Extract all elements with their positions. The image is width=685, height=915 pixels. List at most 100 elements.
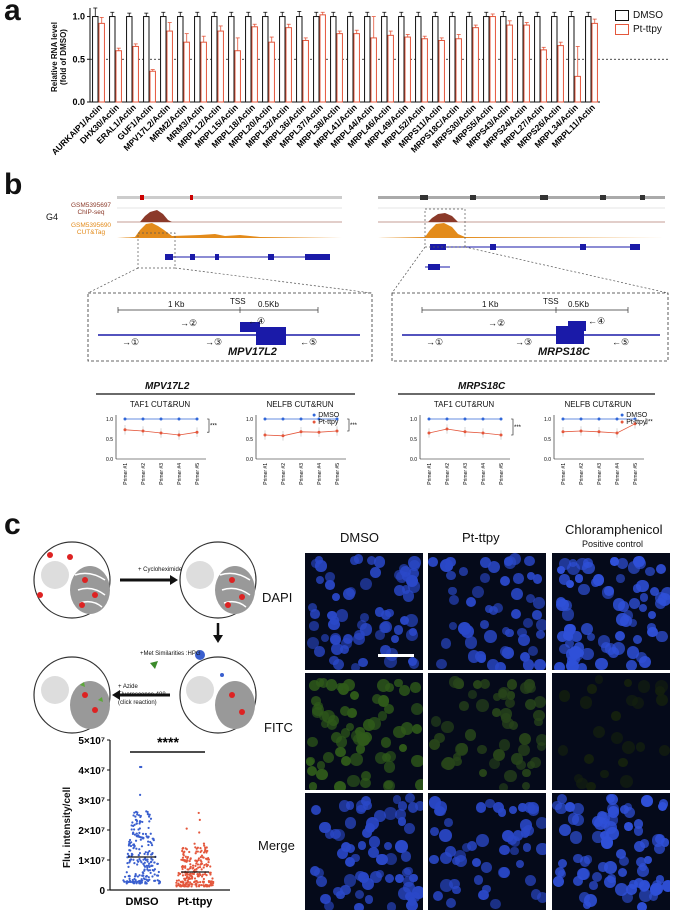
cell-nucleus [526,761,535,770]
significance-bracket [645,418,648,425]
bar-pt [489,16,496,103]
cell-nucleus [512,830,524,841]
cell-nucleus [411,754,423,768]
series-point [177,433,181,437]
cell-nucleus [471,585,484,598]
line-chart-1: TAF1 CUT&RUN 0.0 0.5 1.0 Primer #1 Primer #2… [88,400,218,495]
scatter-point [145,835,148,838]
cell-nucleus [612,598,626,611]
scatter-point [177,882,180,885]
scatter-point [126,862,129,865]
bar-pt [217,30,224,103]
scatter-point [191,864,195,867]
scatter-point [196,873,199,876]
cell-nucleus [380,645,391,656]
cell-nucleus [565,580,574,589]
series-point [427,417,431,421]
cell-nucleus [592,574,604,586]
series-point [159,431,163,435]
y-tick-label: 0.0 [544,457,551,463]
scatter-point [181,849,184,853]
scatter-point [132,814,135,817]
cell-nucleus [633,818,644,829]
scatter-point [209,865,212,868]
primer-label-4: ④ [257,316,266,326]
cell-1 [33,541,111,619]
y-tick-label: 0.5 [72,54,85,64]
legend-dmso: DMSO [318,412,340,419]
scatter-point [200,875,204,878]
cell-nucleus [586,781,596,790]
cell-nucleus [578,583,590,595]
scatter-point [179,883,182,886]
scatter-point [182,883,185,886]
cell-nucleus [513,573,524,584]
primer-label-3: ③ [524,337,533,347]
track2-id: GSM5395690 [70,222,112,229]
cell-nucleus [384,654,398,668]
cell-nucleus [393,569,405,581]
cell-nucleus [394,678,403,687]
scatter-point [123,875,127,878]
cell-nucleus [558,690,571,702]
panel-a-chart: 0.00.51.0AURKAIP1/ActinDHX30/ActinERAL1/… [49,7,670,157]
cell-nucleus [479,556,491,568]
bar-dmso [398,16,405,103]
bar-dmso [245,16,252,103]
cell-nucleus [430,826,440,836]
x-tick-label: Primer #2 [141,463,147,485]
scatter-point [199,847,202,850]
y-tick-label: 1.0 [106,417,113,423]
x-tick-label: Primer #4 [615,463,621,485]
cell-nucleus [479,768,488,777]
cell-nucleus [330,616,339,625]
cell-nucleus [398,817,407,826]
cell-nucleus [555,802,567,815]
cell-nucleus [403,881,415,894]
scatter-point [156,879,159,882]
scatter-point [194,882,198,885]
cell-nucleus [498,738,511,751]
scatter-point [184,865,187,868]
zoom-right [402,307,660,344]
scatter-point [200,860,203,863]
cell-nucleus [610,731,624,745]
cell-nucleus [363,719,376,732]
series-point [141,429,145,433]
scatter-point [190,877,194,880]
cell-nucleus [526,571,536,581]
bar-dmso [296,16,303,103]
cell-nucleus [645,566,655,577]
scatter-point [150,853,154,856]
cell-nucleus [520,651,531,663]
cell-nucleus [492,707,502,717]
series-point [281,417,285,421]
cell-nucleus [445,570,456,581]
series-point [499,433,503,437]
cell-nucleus [384,683,394,692]
track2-label: GSM5395690 CUT&Tag [66,222,116,236]
cell-nucleus [650,882,664,896]
bar-pt [523,24,530,103]
series-point [445,417,449,421]
scatter-point [191,867,194,870]
scatter-point [184,873,187,877]
left-primer-1: →① [122,337,140,347]
cell-nucleus [598,812,610,824]
cell-nucleus [504,769,517,783]
cell-nucleus [332,658,345,670]
step3-label: + Azide Fluorescence 488 (click reaction… [118,683,166,707]
cell-nucleus [559,643,570,655]
scatter-point [205,885,208,888]
scatter-point [175,884,178,887]
cell-nucleus [350,753,363,766]
cell-nucleus [455,679,465,689]
cell-nucleus [533,695,546,708]
scatter-point [198,865,202,869]
cell-nucleus [340,728,351,738]
micrograph-dapi-dmso [305,553,423,670]
cell-nucleus [407,801,419,813]
cell-nucleus [407,568,419,580]
primer-label-1: ① [131,337,140,347]
cell-nucleus [306,766,317,777]
